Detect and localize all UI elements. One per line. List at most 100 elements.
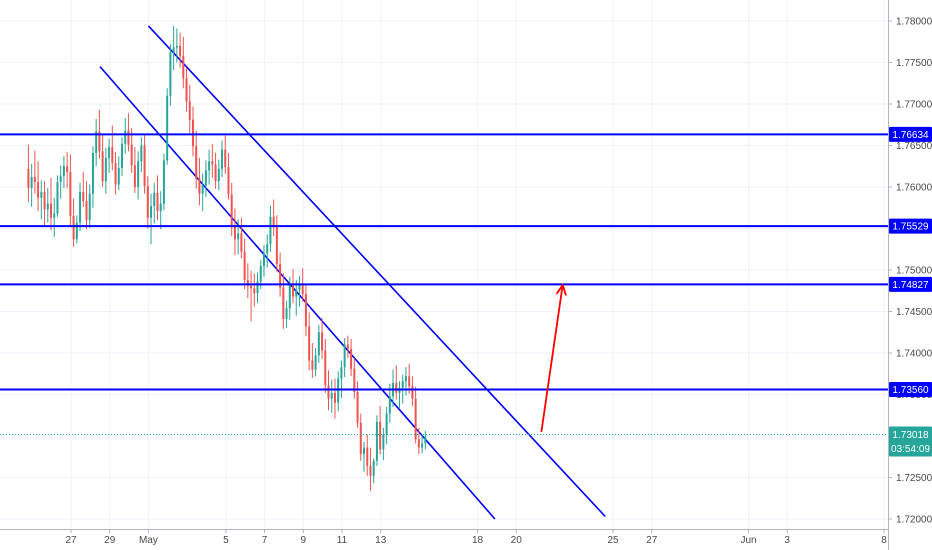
candle-body <box>33 177 36 183</box>
candle-body <box>382 434 385 450</box>
candle-body <box>253 288 256 294</box>
candle <box>253 273 256 307</box>
channel-line <box>147 25 606 518</box>
candle <box>279 252 282 297</box>
candle-body <box>166 95 169 161</box>
candle-body <box>198 178 201 194</box>
y-tick-label: 1.75000 <box>896 266 932 277</box>
candle-body <box>46 203 49 210</box>
candle-body <box>43 191 46 210</box>
candle <box>359 413 362 461</box>
candle <box>343 338 346 378</box>
candle <box>85 181 88 230</box>
candle <box>304 284 307 337</box>
candle <box>317 324 320 363</box>
candle-body <box>95 131 98 153</box>
candle-body <box>56 182 59 214</box>
x-tick-label: 9 <box>301 535 307 546</box>
candle-body <box>75 222 78 240</box>
candle-body <box>298 283 301 290</box>
candle-body <box>401 381 404 388</box>
candle-body <box>169 52 172 96</box>
time-axis[interactable]: 27 29 May 5 7 9 11 13 18 20 25 27 Jun 3 8 <box>65 529 887 546</box>
candle-body <box>266 244 269 254</box>
candle-body <box>130 144 133 166</box>
candle-body <box>204 170 207 186</box>
candle-body <box>262 253 265 266</box>
candle <box>66 152 69 188</box>
candle <box>282 273 285 329</box>
candle-body <box>240 233 243 252</box>
candle-body <box>317 332 320 356</box>
candle <box>379 406 382 455</box>
candle-body <box>224 149 227 168</box>
candle <box>95 118 98 167</box>
candle <box>104 147 107 194</box>
candle-body <box>424 436 427 444</box>
candle-body <box>111 147 114 163</box>
x-tick-label: 13 <box>375 535 387 546</box>
candle <box>120 137 123 177</box>
candle-body <box>337 378 340 403</box>
candle <box>311 343 314 378</box>
candle <box>182 36 185 89</box>
candle <box>382 427 385 461</box>
candle-body <box>282 287 285 319</box>
candle-body <box>340 367 343 379</box>
candle-body <box>185 78 188 102</box>
horizontal-levels <box>0 133 888 436</box>
candle <box>169 44 172 106</box>
candle <box>224 135 227 174</box>
candle-body <box>146 186 149 218</box>
candle-body <box>108 147 111 158</box>
candle-body <box>27 168 30 188</box>
candle <box>363 441 366 472</box>
x-tick-label: 25 <box>607 535 619 546</box>
candle <box>114 152 117 195</box>
candle <box>346 335 349 358</box>
candle-body <box>50 203 53 218</box>
candles <box>27 25 427 491</box>
candle-body <box>292 283 295 297</box>
candle <box>162 153 165 211</box>
candle-body <box>79 191 82 223</box>
candle <box>266 234 269 268</box>
candle-body <box>150 206 153 218</box>
candle-body <box>211 161 214 165</box>
candle <box>353 357 356 399</box>
candle <box>153 182 156 224</box>
candle-body <box>246 279 249 286</box>
candle <box>350 338 353 377</box>
candle <box>143 133 146 194</box>
candle <box>33 150 36 194</box>
candle <box>137 151 140 200</box>
level-price-label: 1.75529 <box>892 222 929 233</box>
y-tick-label: 1.77000 <box>896 100 932 111</box>
candle-body <box>91 152 94 194</box>
candle-body <box>40 191 43 198</box>
candle <box>272 199 275 236</box>
candle <box>72 198 75 247</box>
candle-body <box>30 177 33 188</box>
x-tick-label: 11 <box>337 535 348 546</box>
candle-body <box>104 157 107 182</box>
candle <box>111 125 114 171</box>
candle <box>88 184 91 228</box>
candle-body <box>259 265 262 282</box>
x-tick-label: May <box>139 535 158 546</box>
candle <box>417 427 420 455</box>
candle-body <box>172 47 175 53</box>
candle-body <box>330 392 333 399</box>
candle <box>217 159 220 191</box>
candle <box>30 163 33 207</box>
candle-body <box>356 392 359 423</box>
candle <box>191 106 194 157</box>
candle-body <box>295 289 298 297</box>
candle-body <box>269 216 272 245</box>
candle <box>233 208 236 256</box>
x-tick-label: 29 <box>104 535 116 546</box>
candle-body <box>385 413 388 435</box>
candle-body <box>127 130 130 145</box>
